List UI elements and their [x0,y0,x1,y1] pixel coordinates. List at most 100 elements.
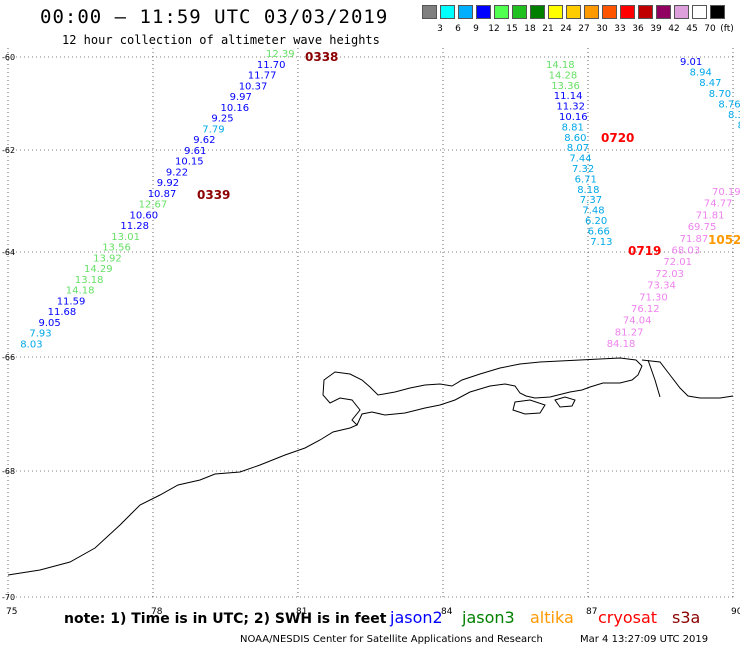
satellite-legend-jason2: jason2 [390,608,443,627]
wave-height-label: 13.01 [111,232,140,243]
altimeter-labels: 12.3911.7011.7710.379.9710.169.257.799.6… [20,49,740,350]
color-scale-swatch [602,5,617,19]
satellite-legend-cryosat: cryosat [598,608,658,627]
wave-height-label: 10.15 [175,157,204,168]
wave-height-label: 8.60 [564,133,586,144]
satellite-legend-jason3: jason3 [462,608,515,627]
wave-height-label: 74.04 [623,316,652,327]
color-scale-label: 30 [596,24,608,34]
wave-height-label: 11.68 [48,307,77,318]
wave-height-label: 69.75 [688,222,717,233]
pass-time-label: 0720 [601,131,634,145]
wave-height-label: 84.18 [607,339,636,350]
wave-height-label: 8.70 [709,89,731,100]
wave-height-label: 6.66 [588,226,610,237]
wave-height-label: 11.70 [257,60,286,71]
wave-height-label: 10.37 [239,81,268,92]
wave-height-label: 11.59 [57,296,86,307]
wave-height-label: 71.87 [680,234,709,245]
wave-height-label: 10.60 [130,210,159,221]
pass-time-label: 0339 [197,188,230,202]
satellite-legend-altika: altika [530,608,574,627]
wave-height-label: 68.03 [672,246,701,257]
wave-height-label: 14.29 [84,264,113,275]
wave-height-label: 6.20 [585,216,607,227]
color-scale-label: 18 [524,24,536,34]
color-scale-label: 70 [704,24,716,34]
wave-height-label: 8.18 [577,185,599,196]
satellite-legend-s3a: s3a [672,608,701,627]
color-scale-swatch [674,5,689,19]
wave-height-label: 7.48 [582,206,604,217]
color-scale-label: 33 [614,24,626,34]
wave-height-label: 7.37 [580,195,602,206]
latitude-tick-label: -68 [2,467,15,476]
wave-height-label: 81.27 [615,327,644,338]
wave-height-label: 7.44 [569,154,591,165]
color-scale-swatch [656,5,671,19]
color-scale-swatch [620,5,635,19]
color-scale-swatch [458,5,473,19]
latitude-tick-label: -64 [2,248,15,257]
wave-height-label: 70.19 [712,187,740,198]
map-note: note: 1) Time is in UTC; 2) SWH is in fe… [64,611,387,627]
wave-height-label: 8.47 [699,78,721,89]
wave-height-label: 11.14 [554,91,583,102]
wave-height-label: 13.56 [102,243,131,254]
wave-height-label: 7.32 [572,164,594,175]
map-subtitle: 12 hour collection of altimeter wave hei… [62,33,380,47]
color-scale-swatch [692,5,707,19]
wave-height-label: 9.61 [184,146,206,157]
wave-height-label: 7.79 [202,124,224,135]
longitude-tick-label: 81 [296,607,307,617]
pass-time-label: 0338 [305,50,338,64]
latitude-tick-label: -70 [2,593,15,602]
latitude-tick-label: -60 [2,53,15,62]
wave-height-label: 11.77 [248,71,277,82]
wave-height-label: 14.18 [546,60,575,71]
wave-height-label: 9.97 [230,92,252,103]
wave-height-label: 9.05 [39,318,61,329]
wave-height-label: 8.07 [567,143,589,154]
color-scale-label: 39 [650,24,662,34]
color-scale-swatch [710,5,725,19]
latitude-tick-label: -66 [2,353,15,362]
ice-shelf-coastline [647,359,661,398]
color-scale-swatch [638,5,653,19]
wave-height-label: 13.36 [551,81,580,92]
wave-height-label: 76.12 [631,304,660,315]
wave-height-label: 10.87 [148,189,177,200]
wave-height-label: 8.76 [718,99,740,110]
wave-height-label: 14.28 [549,70,578,81]
wave-height-label: 8.37 [728,110,740,121]
pass-time-label: 0719 [628,244,661,258]
color-scale-label: 3 [437,24,443,34]
wave-height-label: 8.81 [562,122,584,133]
color-scale-swatch [440,5,455,19]
wave-height-label: 11.32 [556,102,585,113]
color-scale-label: 21 [542,24,554,34]
wave-height-label: 7.13 [590,237,612,248]
wave-height-label: 13.18 [75,275,104,286]
color-scale-label: 6 [455,24,461,34]
color-scale-swatch [494,5,509,19]
wave-height-label: 73.34 [647,281,676,292]
longitude-tick-label: 78 [151,607,163,617]
wave-height-label: 13.92 [93,253,122,264]
latitude-tick-label: -62 [2,146,15,155]
color-scale-swatch [422,5,437,19]
color-scale-swatch [548,5,563,19]
longitude-tick-label: 90 [731,607,740,617]
wave-height-label: 7.93 [29,329,51,340]
wave-height-label: 9.25 [211,114,233,125]
wave-height-label: 8.03 [20,339,42,350]
wave-height-label: 9.22 [166,167,188,178]
color-scale-label: 24 [560,24,572,34]
wave-height-label: 11.28 [120,221,149,232]
longitude-tick-label: 87 [586,607,597,617]
color-scale-label: 36 [632,24,644,34]
map-title: 00:00 – 11:59 UTC 03/03/2019 [40,6,389,28]
color-scale-unit: (ft) [720,24,734,34]
wave-height-label: 9.92 [157,178,179,189]
